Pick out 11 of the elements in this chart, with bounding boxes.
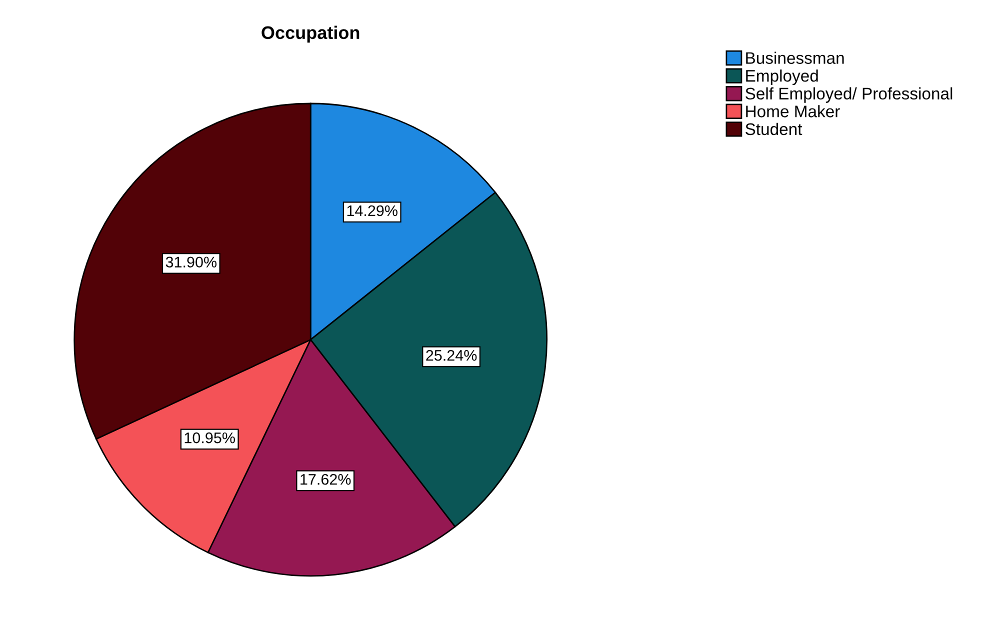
legend-label: Self Employed/ Professional [746,87,952,103]
chart-title: Occupation [262,26,360,43]
legend-label: Businessman [746,52,844,64]
data-label: 14.29% [347,205,398,216]
legend-label: Student [746,122,802,136]
legend-label: Home Maker [746,105,840,118]
data-label: 10.95% [184,432,235,444]
data-label: 31.90% [166,256,217,268]
data-label: 25.24% [426,350,477,361]
data-label: 17.62% [300,474,351,485]
legend-label: Employed [746,69,818,86]
